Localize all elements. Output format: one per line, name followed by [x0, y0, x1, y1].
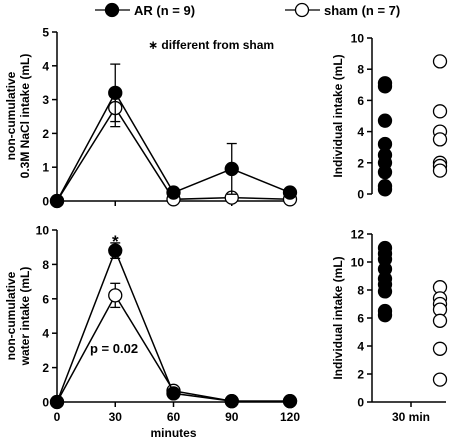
y-axis-label-line: Individual intake (mL) — [331, 256, 345, 379]
data-point — [432, 372, 448, 387]
legend-marker-filled — [104, 2, 120, 18]
legend: AR (n = 9) sham (n = 7) — [95, 2, 400, 18]
chart-nacl-individual: 0 2 4 6 8 10 Individual intake (mL) — [331, 32, 448, 202]
data-point — [377, 165, 393, 180]
legend-item-sham: sham (n = 7) — [285, 2, 400, 18]
data-point — [432, 163, 448, 178]
y-axis-label: Individual intake (mL) — [331, 54, 345, 177]
y-tick-label: 12 — [351, 228, 365, 242]
data-point — [432, 132, 448, 147]
series-ar — [49, 63, 298, 209]
series-line — [56, 91, 291, 202]
data-point — [49, 193, 65, 209]
group-sham — [432, 280, 448, 387]
data-point — [224, 393, 239, 409]
data-point — [166, 386, 181, 401]
y-tick-label: 6 — [42, 292, 49, 306]
y-axis-label: non-cumulativewater intake (mL) — [4, 267, 32, 367]
y-tick-label: 0 — [357, 188, 364, 202]
legend-item-ar: AR (n = 9) — [95, 2, 195, 18]
y-tick-label: 0 — [42, 195, 49, 209]
y-tick-label: 3 — [42, 93, 49, 107]
y-tick-label: 5 — [42, 26, 49, 40]
data-point — [282, 185, 298, 200]
group-ar — [377, 76, 393, 197]
y-tick-label: 6 — [357, 312, 364, 326]
legend-marker-open — [294, 2, 310, 18]
y-tick-label: 1 — [42, 161, 49, 175]
x-tick-label: 0 — [54, 410, 61, 424]
data-point — [377, 182, 393, 197]
group-ar — [377, 240, 393, 323]
x-tick-label: 120 — [280, 410, 300, 424]
legend-label-sham: sham (n = 7) — [324, 3, 400, 18]
y-tick-label: 2 — [42, 127, 49, 141]
x-tick-label: 30 — [109, 410, 123, 424]
x-axis-label: minutes — [150, 426, 196, 440]
data-point — [224, 161, 239, 177]
data-point — [432, 313, 448, 328]
data-point — [282, 393, 298, 409]
y-tick-label: 8 — [42, 258, 49, 272]
y-axis-label-line: 0.3M NaCl intake (mL) — [18, 54, 32, 179]
y-tick-label: 10 — [351, 256, 365, 270]
data-point — [166, 185, 181, 200]
chart-water-individual: 0 2 4 6 8 10 12 Individual intake (mL) 30 min — [331, 228, 448, 424]
y-axis-label: non-cumulative0.3M NaCl intake (mL) — [4, 54, 32, 179]
y-axis-label-line: non-cumulative — [4, 271, 18, 360]
data-point — [377, 308, 393, 323]
legend-label-ar: AR (n = 9) — [134, 3, 195, 18]
y-axis-label-line: Individual intake (mL) — [331, 54, 345, 177]
x-tick-label: 60 — [167, 410, 181, 424]
y-axis-label: Individual intake (mL) — [331, 256, 345, 379]
y-tick-label: 2 — [42, 361, 49, 375]
data-point — [377, 79, 393, 94]
chart-nacl-time: 0 1 2 3 4 5 non-cumulative0.3M NaCl intake (mL… — [4, 26, 298, 209]
significance-asterisk: * — [112, 232, 119, 251]
y-tick-label: 2 — [357, 156, 364, 170]
y-tick-label: 0 — [357, 396, 364, 410]
y-tick-label: 4 — [42, 327, 49, 341]
group-sham — [432, 54, 448, 178]
y-tick-label: 4 — [42, 59, 49, 73]
data-point — [432, 54, 448, 69]
data-point — [377, 113, 393, 128]
y-tick-label: 10 — [351, 32, 365, 46]
data-point — [432, 341, 448, 356]
data-point — [432, 104, 448, 119]
series-line — [56, 248, 290, 403]
data-point — [377, 284, 393, 299]
data-point — [108, 243, 123, 258]
p-value-label: p = 0.02 — [90, 341, 138, 356]
y-axis-label-line: water intake (mL) — [18, 267, 32, 367]
data-point — [49, 394, 65, 410]
x-tick-label: 90 — [225, 410, 239, 424]
y-tick-label: 8 — [357, 284, 364, 298]
chart-water-time: 0 2 4 6 8 10 non-cumulativewater intake (mL) 0 3… — [4, 224, 301, 440]
y-tick-label: 4 — [357, 340, 364, 354]
y-axis-label-line: non-cumulative — [4, 71, 18, 160]
y-tick-label: 10 — [36, 224, 50, 238]
series-ar — [49, 242, 298, 410]
y-tick-label: 8 — [357, 63, 364, 77]
x-axis-label: 30 min — [392, 410, 430, 424]
y-tick-label: 2 — [357, 368, 364, 382]
data-point — [108, 85, 123, 100]
significance-note: ∗ different from sham — [148, 38, 274, 52]
data-point — [108, 288, 123, 303]
y-tick-label: 0 — [42, 396, 49, 410]
y-tick-label: 6 — [357, 94, 364, 108]
y-tick-label: 4 — [357, 125, 364, 139]
